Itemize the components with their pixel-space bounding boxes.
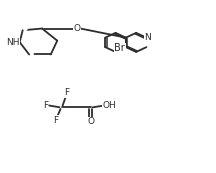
Text: F: F <box>64 88 70 97</box>
Text: N: N <box>144 33 151 42</box>
Text: F: F <box>54 116 59 125</box>
Text: OH: OH <box>102 101 116 110</box>
Text: NH: NH <box>6 38 20 47</box>
Text: O: O <box>73 24 80 33</box>
Text: F: F <box>43 101 48 110</box>
Text: O: O <box>87 117 94 126</box>
Text: Br: Br <box>114 43 125 53</box>
